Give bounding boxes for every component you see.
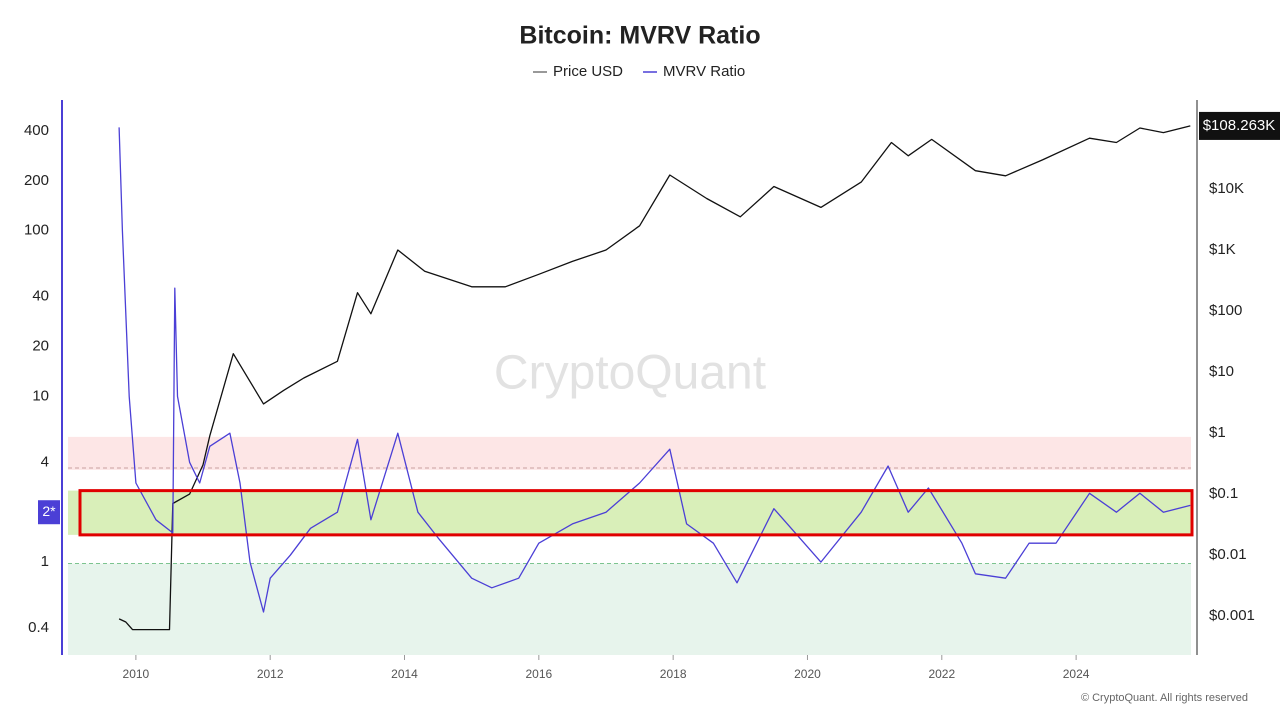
series-line — [118, 125, 1191, 631]
x-tick-label: 2020 — [794, 667, 821, 681]
y-tick-label: 400 — [24, 122, 49, 139]
highlight-box — [78, 489, 1194, 537]
last-price-box — [1199, 111, 1280, 140]
y-tick-label: 40 — [32, 288, 49, 305]
y2-tick-label: $1 — [1209, 424, 1226, 441]
y-tick-label: 100 — [24, 222, 49, 239]
zone-band — [68, 490, 1191, 535]
y-tick-label: 200 — [24, 172, 49, 189]
y2-tick-label: $10K — [1209, 180, 1244, 197]
series-line — [118, 127, 1191, 613]
watermark: CryptoQuant — [494, 347, 766, 400]
y-tick-label: 4 — [41, 453, 49, 470]
legend-label: MVRV Ratio — [663, 63, 745, 80]
zone-band — [68, 436, 1191, 470]
y2-tick-label: $1K — [1209, 241, 1236, 258]
y2-tick-label: $100 — [1209, 302, 1242, 319]
y-tick-label: 0.4 — [28, 619, 49, 636]
current-marker-label: 2* — [42, 503, 56, 519]
x-tick-label: 2012 — [257, 667, 284, 681]
footer: © CryptoQuant. All rights reserved — [1081, 692, 1248, 704]
x-tick-label: 2024 — [1063, 667, 1090, 681]
y-tick-label: 20 — [32, 337, 49, 354]
y2-tick-label: $0.1 — [1209, 485, 1238, 502]
current-marker-box — [38, 500, 60, 525]
x-tick-label: 2014 — [391, 667, 418, 681]
y2-tick-label: $0.001 — [1209, 607, 1255, 624]
chart-title: Bitcoin: MVRV Ratio — [519, 22, 760, 50]
y2-tick-label: $0.01 — [1209, 546, 1247, 563]
x-tick-label: 2022 — [928, 667, 955, 681]
x-tick-label: 2010 — [123, 667, 150, 681]
x-tick-label: 2018 — [660, 667, 687, 681]
y-tick-label: 10 — [32, 387, 49, 404]
zone-band — [68, 563, 1191, 655]
legend-label: Price USD — [553, 63, 623, 80]
x-tick-label: 2016 — [525, 667, 552, 681]
y2-tick-label: $10 — [1209, 363, 1234, 380]
y-tick-label: 1 — [41, 553, 49, 570]
last-price-label: $108.263K — [1203, 117, 1276, 134]
